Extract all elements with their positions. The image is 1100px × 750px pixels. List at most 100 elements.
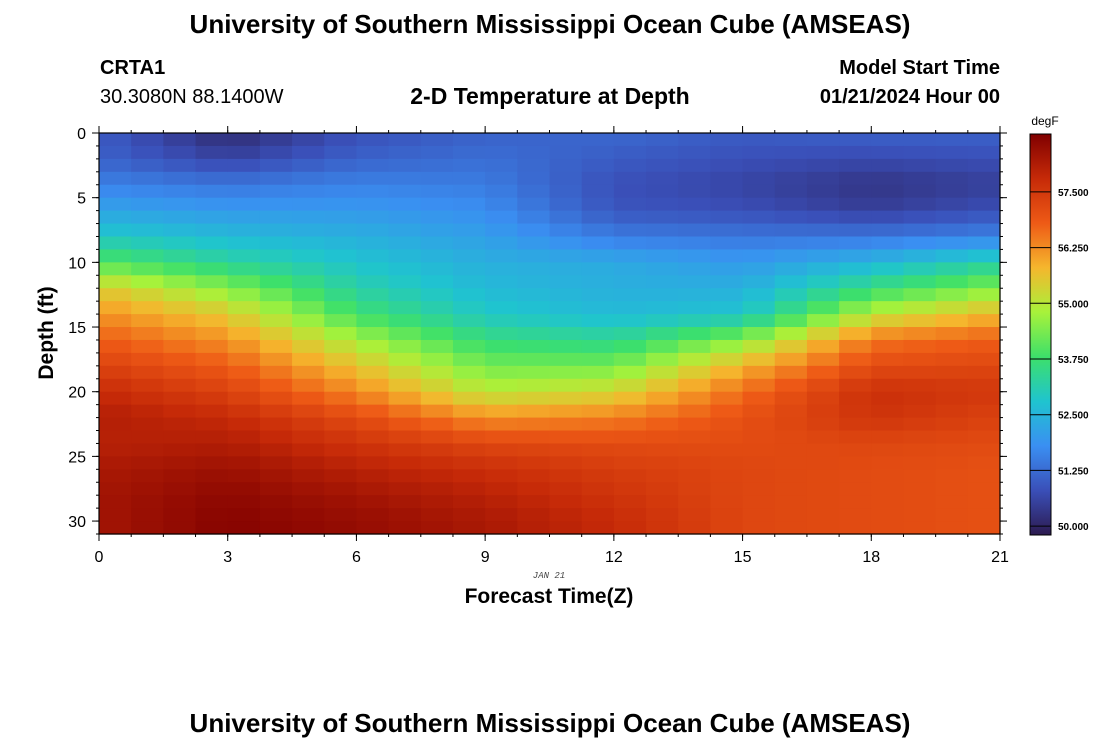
heatmap-cell [99, 482, 132, 496]
heatmap-cell [967, 417, 1001, 432]
heatmap-cell [356, 301, 390, 315]
heatmap-cell [420, 262, 454, 276]
heatmap-cell [774, 223, 808, 238]
heatmap-cell [292, 275, 325, 289]
heatmap-cell [259, 236, 293, 251]
heatmap-cell [131, 339, 164, 354]
heatmap-cell [710, 365, 744, 380]
heatmap-cell [356, 365, 390, 380]
heatmap-cell [903, 158, 937, 173]
heatmap-cell [452, 236, 486, 251]
heatmap-cell [163, 249, 197, 263]
heatmap-cell [613, 288, 647, 302]
heatmap-cell [871, 443, 905, 457]
heatmap-cell [420, 288, 454, 302]
heatmap-cell [806, 314, 840, 328]
colorbar-tick-label: 53.750 [1058, 355, 1089, 366]
heatmap-cell [581, 210, 615, 225]
heatmap-cell [710, 249, 744, 263]
heatmap-cell [99, 184, 132, 199]
heatmap-cell [710, 184, 744, 199]
heatmap-cell [324, 171, 358, 186]
heatmap-cell [420, 223, 454, 238]
heatmap-cell [710, 223, 744, 238]
heatmap-cell [935, 249, 969, 263]
heatmap-cell [259, 145, 293, 160]
heatmap-cell [935, 456, 969, 470]
heatmap-cell [324, 404, 358, 419]
heatmap-cell [903, 495, 937, 509]
heatmap-cell [903, 197, 937, 212]
heatmap-cell [581, 327, 615, 341]
heatmap-cell [613, 417, 647, 432]
heatmap-cell [935, 210, 969, 225]
heatmap-cell [935, 417, 969, 432]
heatmap-cell [131, 456, 164, 470]
heatmap-cell [967, 404, 1001, 419]
heatmap-cell [227, 339, 261, 354]
heatmap-cell [356, 197, 390, 212]
heatmap-cell [163, 327, 197, 341]
heatmap-cell [292, 288, 325, 302]
y-tick-label: 20 [68, 385, 86, 402]
heatmap-cell [613, 327, 647, 341]
heatmap-cell [646, 184, 679, 199]
heatmap-cell [549, 495, 583, 509]
heatmap-cell [710, 327, 744, 341]
heatmap-cell [452, 158, 486, 173]
heatmap-cell [324, 301, 358, 315]
heatmap-cell [967, 223, 1001, 238]
heatmap-cell [195, 404, 229, 419]
heatmap-cell [871, 197, 905, 212]
heatmap-cell [710, 133, 744, 147]
heatmap-cell [806, 352, 840, 367]
heatmap-cell [485, 365, 518, 380]
heatmap-cell [839, 404, 872, 419]
heatmap-cell [324, 430, 358, 445]
heatmap-cell [839, 327, 872, 341]
heatmap-cell [324, 145, 358, 160]
heatmap-cell [935, 430, 969, 445]
heatmap-cell [774, 391, 808, 406]
heatmap-cell [678, 275, 711, 289]
x-tick-label: 6 [352, 549, 361, 566]
heatmap-cell [774, 482, 808, 496]
heatmap-cell [388, 508, 422, 522]
colorbar-ticks: 50.000 51.250 52.500 53.750 55.000 56.250 57.5… [1030, 188, 1089, 533]
heatmap-cell [613, 133, 647, 147]
heatmap-cell [710, 158, 744, 173]
heatmap-cell [292, 314, 325, 328]
heatmap-cell [774, 352, 808, 367]
heatmap-cell [259, 456, 293, 470]
heatmap-cell [646, 352, 679, 367]
heatmap-cell [420, 210, 454, 225]
heatmap-cell [678, 469, 711, 483]
heatmap-cell [292, 145, 325, 160]
heatmap-cell [517, 197, 551, 212]
heatmap-cell [967, 456, 1001, 470]
heatmap-cell [420, 236, 454, 251]
heatmap-cell [613, 210, 647, 225]
heatmap-cell [388, 288, 422, 302]
heatmap-cell [903, 288, 937, 302]
heatmap-cell [549, 417, 583, 432]
heatmap-cell [420, 158, 454, 173]
heatmap-cell [517, 378, 551, 393]
heatmap-cell [871, 482, 905, 496]
heatmap-cell [613, 184, 647, 199]
heatmap-cell [517, 495, 551, 509]
heatmap-cell [742, 249, 776, 263]
heatmap-cell [99, 521, 132, 535]
heatmap-cell [259, 404, 293, 419]
heatmap-cell [420, 314, 454, 328]
heatmap-cell [292, 171, 325, 186]
heatmap-cell [903, 521, 937, 535]
heatmap-cell [517, 508, 551, 522]
heatmap-cell [292, 495, 325, 509]
heatmap-cell [967, 495, 1001, 509]
heatmap-cell [774, 184, 808, 199]
heatmap-cell [871, 508, 905, 522]
heatmap-cell [581, 262, 615, 276]
heatmap-cell [195, 417, 229, 432]
heatmap-cell [967, 158, 1001, 173]
